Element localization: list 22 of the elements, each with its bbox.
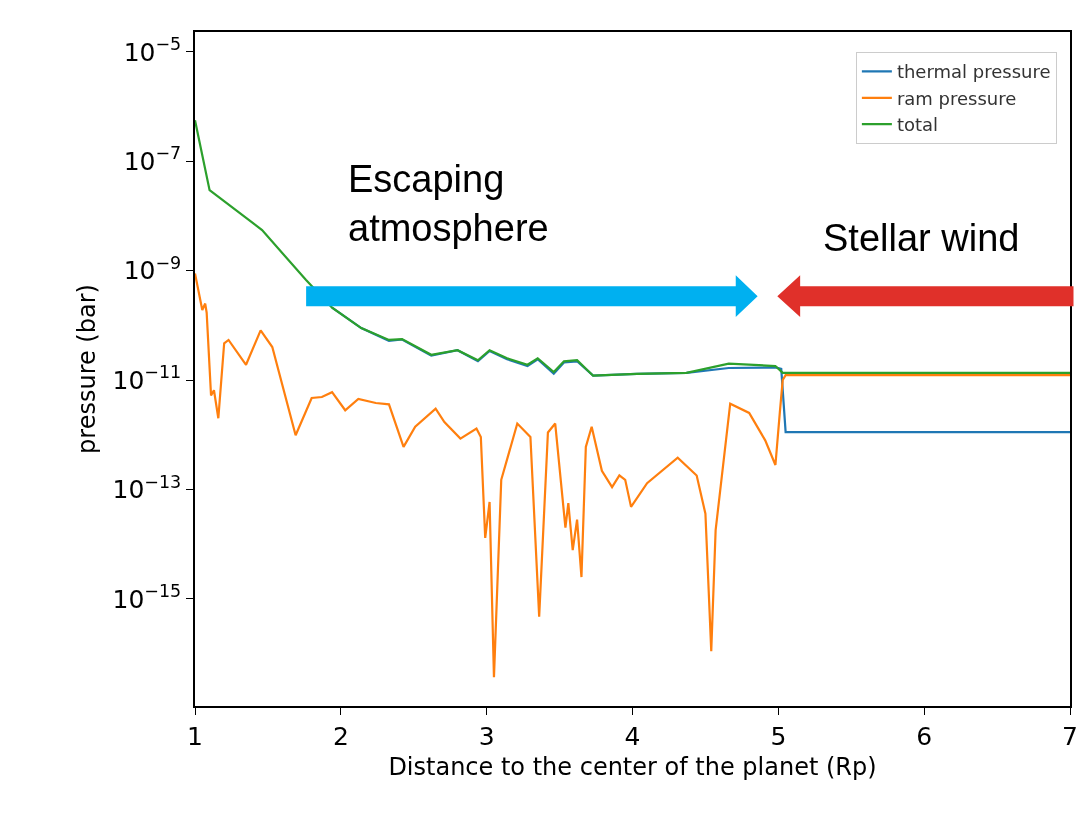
annotation: Escaping atmosphere <box>348 158 549 250</box>
x-tick-label: 3 <box>478 721 495 751</box>
y-tick-label: 10$^{−5}$ <box>123 34 182 67</box>
x-tick-label: 7 <box>1062 721 1078 751</box>
legend-label: thermal pressure <box>896 61 1051 83</box>
x-axis-title: Distance to the center of the planet (Rp) <box>388 752 877 781</box>
y-tick-label: 10$^{−7}$ <box>123 143 182 176</box>
y-tick-label: 10$^{−13}$ <box>112 471 182 505</box>
x-tick-label: 6 <box>916 721 933 751</box>
legend-label: ram pressure <box>896 87 1017 109</box>
line-series <box>195 119 1070 377</box>
line-series <box>195 272 1070 679</box>
y-tick-label: 10$^{−11}$ <box>112 362 182 395</box>
x-tick-label: 5 <box>770 721 787 751</box>
y-tick-label: 10$^{−9}$ <box>123 252 182 286</box>
y-axis-title: pressure (bar) <box>73 284 102 454</box>
y-tick-label: 10$^{−15}$ <box>112 581 182 614</box>
x-tick-label: 1 <box>187 721 203 751</box>
x-tick-label: 2 <box>332 721 349 751</box>
legend-label: total <box>896 114 939 136</box>
x-tick-label: 4 <box>624 721 641 751</box>
annotation: Stellar wind <box>823 217 1020 259</box>
